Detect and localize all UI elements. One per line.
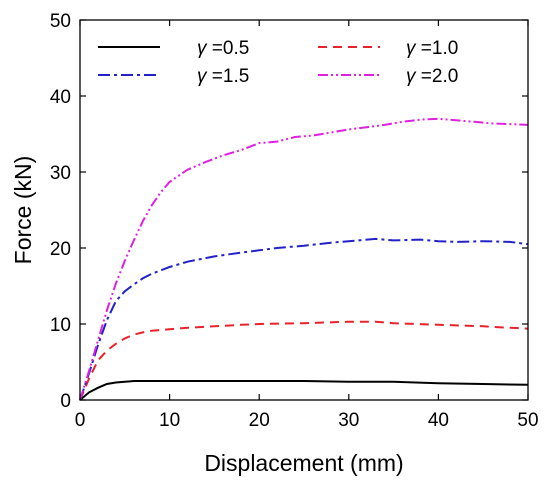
plot-frame xyxy=(79,19,529,401)
y-tick-label: 40 xyxy=(50,87,71,108)
series-line-4 xyxy=(79,117,529,401)
x-tick-label: 10 xyxy=(159,410,180,431)
y-tick-label: 10 xyxy=(50,315,71,336)
plot-series-group xyxy=(79,117,529,401)
legend-label-1: γ =0.5 xyxy=(197,38,249,59)
legend-label-2: γ =1.0 xyxy=(406,38,458,59)
x-axis-title: Displacement (mm) xyxy=(204,450,403,476)
x-tick-label: 50 xyxy=(517,410,538,431)
x-tick-label: 30 xyxy=(338,410,359,431)
y-tick-label: 30 xyxy=(50,163,71,184)
legend: γ =0.5 γ =1.0 γ =1.5 γ =2.0 xyxy=(98,38,458,87)
series-line-3 xyxy=(79,237,529,401)
y-axis-title: Force (kN) xyxy=(10,156,36,265)
y-tick-label: 20 xyxy=(50,239,71,260)
x-tick-label: 40 xyxy=(428,410,449,431)
series-line-2 xyxy=(79,320,529,401)
axis-ticks-group: 0 10 20 30 40 50 0 10 20 30 40 50 xyxy=(50,11,539,431)
x-tick-label: 20 xyxy=(249,410,270,431)
x-tick-label: 0 xyxy=(75,410,86,431)
series-line-1 xyxy=(79,380,529,401)
y-tick-label: 0 xyxy=(60,391,71,412)
legend-label-4: γ =2.0 xyxy=(406,66,458,87)
legend-label-3: γ =1.5 xyxy=(197,66,249,87)
y-tick-label: 50 xyxy=(50,11,71,32)
